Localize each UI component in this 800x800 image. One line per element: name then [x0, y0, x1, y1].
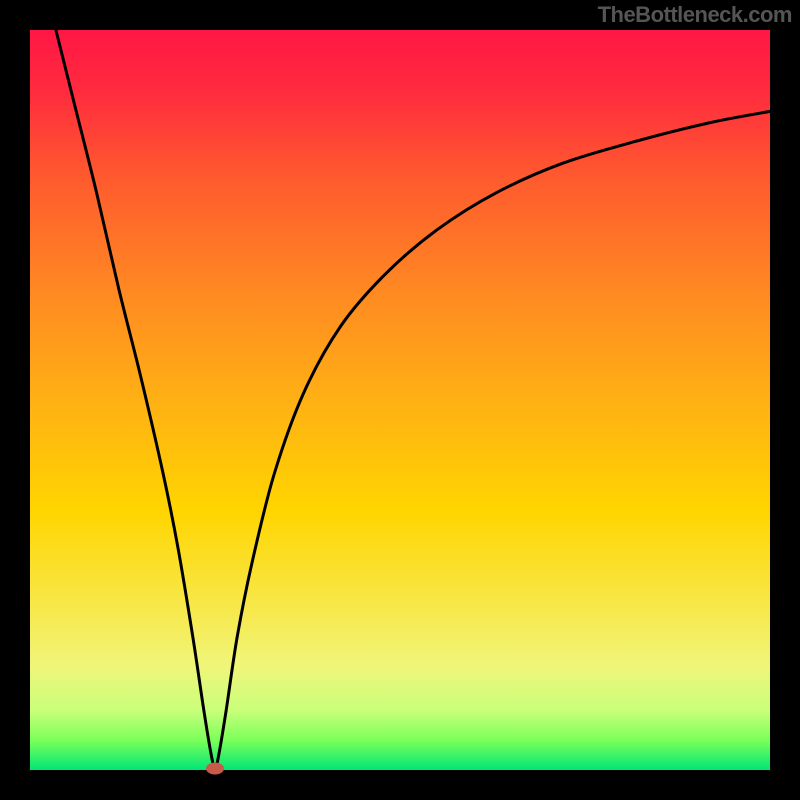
minimum-marker: [206, 763, 224, 775]
bottleneck-chart: [0, 0, 800, 800]
watermark-text: TheBottleneck.com: [598, 2, 792, 28]
plot-area: [30, 30, 770, 770]
